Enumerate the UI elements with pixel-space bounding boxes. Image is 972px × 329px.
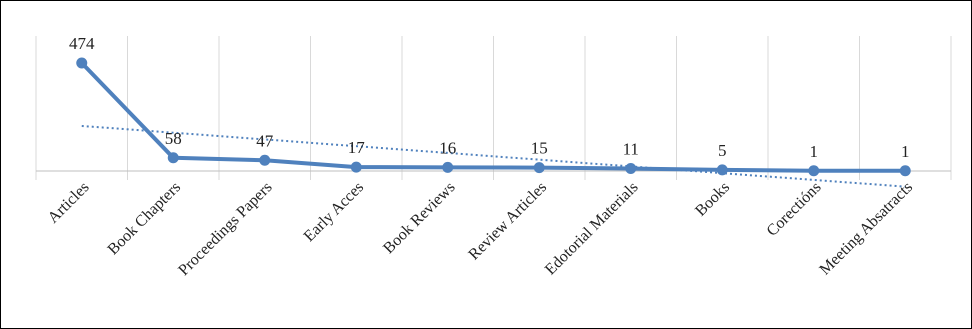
x-tick-label: Proceedings Papers [175,179,275,279]
data-point [76,57,88,69]
data-point [625,162,637,174]
data-point [716,164,728,176]
data-label: 17 [348,138,366,157]
data-label: 58 [165,129,182,148]
x-tick-label: Early Acces [301,179,367,245]
data-label: 5 [718,141,727,160]
data-point [808,165,820,177]
data-point [259,154,271,166]
data-markers [76,57,911,177]
x-tick-label: Corectións [764,179,825,240]
series-line [80,61,906,173]
vertical-gridlines [35,36,952,180]
x-tick-label: Articles [45,179,93,227]
x-tick-label: Books [692,179,733,220]
data-label: 16 [439,138,456,157]
data-point [533,162,545,174]
data-point [899,165,911,177]
x-tick-label: Edotorial Materials [542,179,642,279]
x-tick-label: Book Reviews [380,179,458,257]
data-point [350,161,362,173]
data-point [442,161,454,173]
x-tick-label: Review Articles [465,179,550,264]
data-label: 474 [69,34,95,53]
data-label: 47 [256,131,274,150]
data-label: 11 [623,139,639,158]
x-tick-label: Meeting Absatracts [816,179,916,279]
data-label: 1 [901,142,910,161]
x-tick-label: Book Chapters [104,179,184,259]
data-label: 15 [531,139,548,158]
data-label: 1 [810,142,819,161]
data-point [167,152,179,164]
